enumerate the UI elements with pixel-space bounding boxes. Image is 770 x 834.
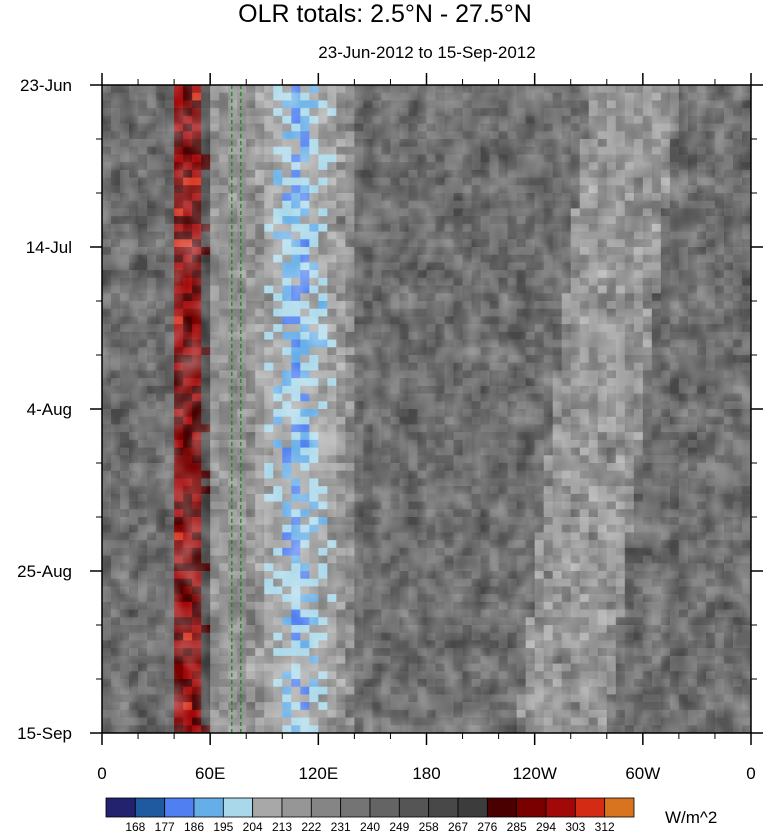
chart-title: OLR totals: 2.5°N - 27.5°N (238, 0, 532, 28)
plot-area (101, 84, 752, 734)
chart-subtitle: 23-Jun-2012 to 15-Sep-2012 (318, 43, 535, 62)
